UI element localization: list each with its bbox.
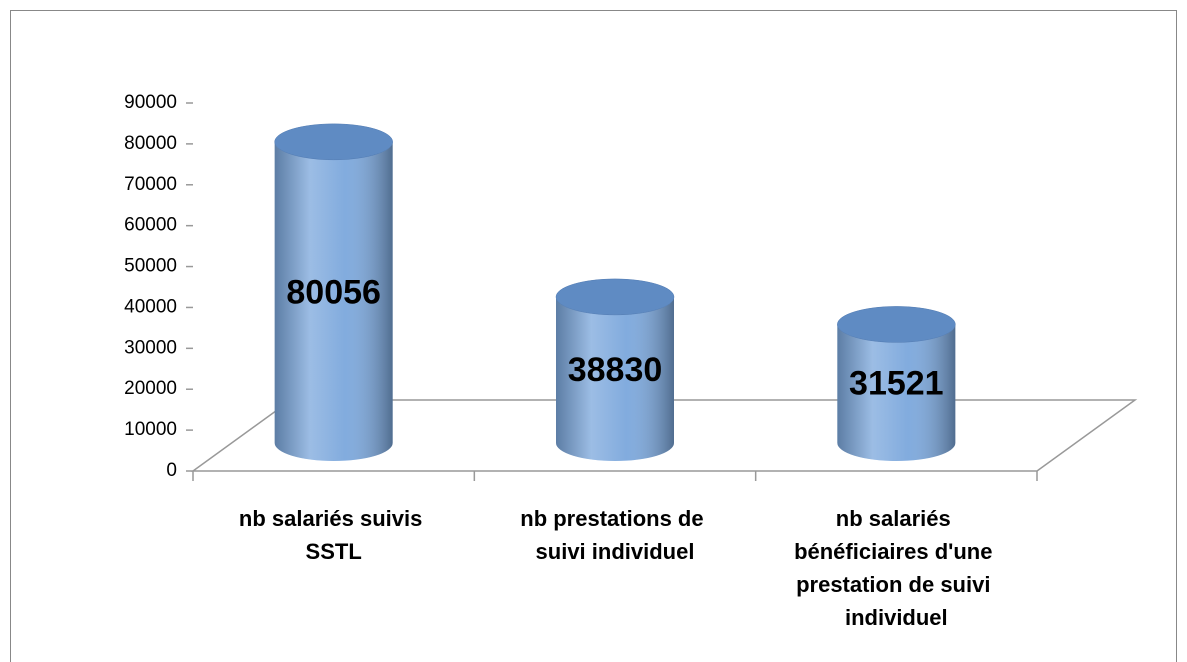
y-tick-label: 10000 [124, 419, 177, 440]
cylinder-shade [556, 296, 674, 461]
x-tick-label-line: individuel [845, 605, 948, 630]
cylinder-top-shade [837, 306, 956, 343]
cylinder-top-shade [556, 278, 674, 315]
x-tick-label-line: prestation de suivi [796, 572, 997, 597]
data-label: 31521 [849, 365, 944, 403]
y-tick-label: 60000 [124, 215, 177, 236]
y-tick-label: 0 [166, 460, 177, 481]
x-tick-label: nb salariés bénéficiaires d'une prestati… [794, 506, 999, 630]
y-tick-label: 90000 [124, 92, 177, 113]
x-tick-label-line: nb salariés suivis [239, 506, 429, 531]
x-tick-label-line: nb salariés [836, 506, 957, 531]
cylinder-top-shade [274, 123, 393, 160]
x-tick-label-line: nb prestations de [520, 506, 709, 531]
data-label: 38830 [568, 351, 663, 389]
y-tick-label: 70000 [124, 174, 177, 195]
cylinder-top [837, 306, 956, 343]
y-tick-label: 80000 [124, 133, 177, 154]
y-tick-label: 50000 [124, 256, 177, 277]
x-tick-label: nb salariés suivis SSTL [239, 506, 429, 564]
y-tick-label: 40000 [124, 296, 177, 317]
cylinder-shade [274, 141, 393, 462]
y-tick-label: 20000 [124, 378, 177, 399]
cylinder-top [274, 123, 393, 161]
cylinder-top [555, 278, 675, 316]
x-tick-label-line: SSTL [306, 539, 362, 564]
y-tick-label: 30000 [124, 337, 177, 358]
cylinder-shade [837, 324, 956, 461]
x-tick-label: nb prestations de suivi individuel [520, 506, 709, 564]
x-tick-label-line: suivi individuel [536, 539, 695, 564]
x-tick-label-line: bénéficiaires d'une [794, 539, 999, 564]
data-label: 80056 [286, 273, 381, 311]
